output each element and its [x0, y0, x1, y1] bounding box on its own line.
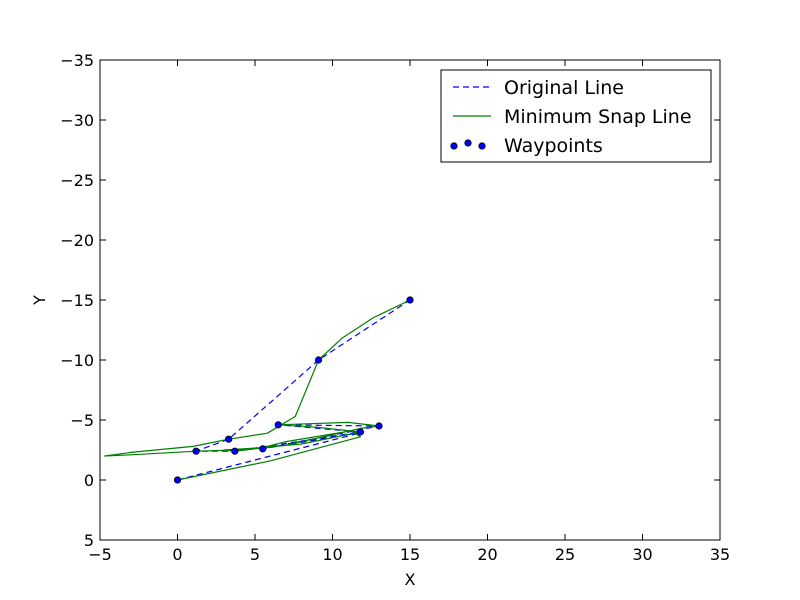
legend-swatch-waypoint [450, 142, 458, 150]
axes: −5 0 5 10 15 20 25 30 35 5 0 −5 −10 −15 −20 −25 −30 −35 [60, 51, 730, 564]
x-tick-label: 30 [632, 545, 652, 564]
waypoint-marker [375, 422, 383, 430]
legend-label-minimum-snap-line: Minimum Snap Line [504, 106, 692, 128]
waypoint-marker [192, 447, 200, 455]
waypoint-marker [274, 421, 282, 429]
legend-label-waypoints: Waypoints [504, 135, 603, 157]
legend-swatch-waypoint [478, 142, 486, 150]
x-tick-label: 25 [555, 545, 575, 564]
x-tick-label: 20 [477, 545, 497, 564]
waypoint-marker [225, 435, 233, 443]
waypoint-marker [356, 428, 364, 436]
legend: Original Line Minimum Snap Line Waypoints [440, 69, 712, 163]
x-axis-label: X [405, 570, 416, 589]
x-tick-label: 5 [250, 545, 260, 564]
x-tick-label: 0 [172, 545, 182, 564]
x-tick-label: 15 [400, 545, 420, 564]
series-line-2 [104, 299, 411, 481]
x-tick-label: 35 [710, 545, 730, 564]
x-tick-label: 10 [322, 545, 342, 564]
plot-area [104, 296, 414, 484]
y-tick-label: −10 [60, 351, 94, 370]
waypoint-marker [231, 447, 239, 455]
waypoint-marker [406, 296, 414, 304]
y-tick-label: −35 [60, 51, 94, 70]
waypoint-marker [259, 445, 267, 453]
waypoint-marker [314, 356, 323, 364]
x-tick-label: −5 [88, 545, 112, 564]
y-tick-label: −15 [60, 291, 94, 310]
y-tick-label: 0 [84, 471, 94, 490]
waypoint-marker [173, 476, 182, 484]
y-tick-label: −20 [60, 231, 94, 250]
y-tick-label: 5 [84, 531, 94, 550]
y-axis-label: Y [30, 295, 49, 306]
y-tick-label: −30 [60, 111, 94, 130]
legend-swatch-waypoint [464, 139, 472, 147]
y-tick-label: −5 [70, 411, 94, 430]
legend-label-original-line: Original Line [504, 77, 624, 99]
y-tick-label: −25 [60, 171, 94, 190]
